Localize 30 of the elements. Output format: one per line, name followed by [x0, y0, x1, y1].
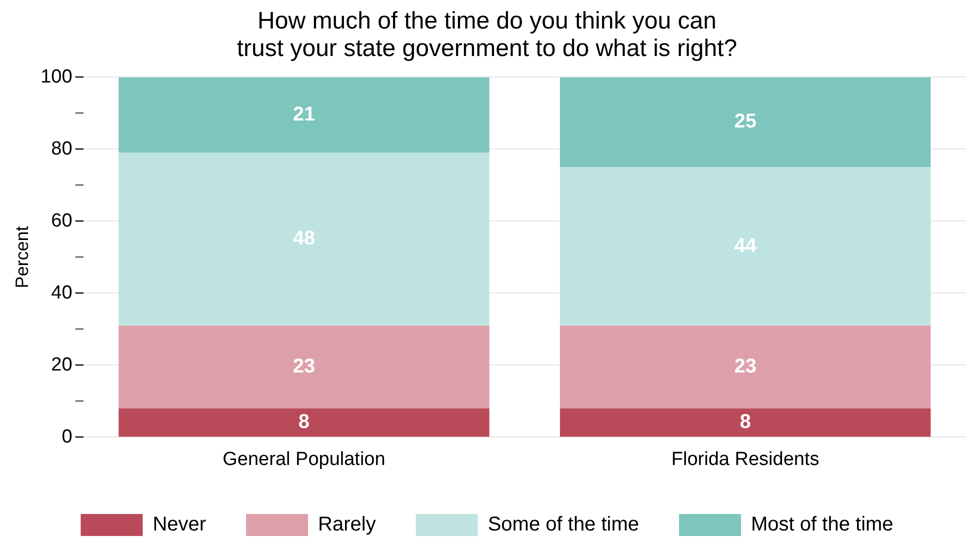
y-tick-label: 40 — [51, 282, 72, 304]
legend-label: Rarely — [318, 514, 376, 536]
chart-title: How much of the time do you think you can trust your state government to do what is right? — [236, 7, 738, 62]
x-tick-label: General Population — [222, 448, 386, 470]
data-label: 48 — [292, 228, 316, 250]
bar — [118, 326, 490, 408]
y-tick-label: 60 — [51, 210, 72, 232]
y-tick-label: 20 — [51, 354, 72, 376]
bar — [560, 326, 931, 408]
y-tick-label: 80 — [51, 138, 72, 160]
bar — [560, 77, 931, 168]
bar — [118, 152, 490, 326]
data-label: 25 — [734, 110, 756, 133]
bar — [560, 167, 931, 326]
data-label: 23 — [734, 356, 756, 378]
legend-label: Most of the time — [751, 514, 894, 536]
data-label: 8 — [298, 411, 310, 434]
bar — [560, 408, 931, 437]
data-label: 23 — [292, 356, 316, 378]
legend-label: Some of the time — [488, 514, 640, 536]
x-tick-label: Florida Residents — [671, 448, 820, 470]
data-label: 44 — [734, 234, 758, 257]
bar — [118, 408, 490, 437]
y-tick-label: 100 — [40, 66, 72, 88]
legend-label: Never — [152, 514, 206, 536]
data-label: 21 — [292, 104, 316, 126]
data-label: 8 — [740, 411, 751, 434]
y-tick-label: 0 — [62, 426, 72, 448]
y-axis-title: Percent — [12, 226, 32, 288]
bar — [118, 77, 490, 153]
